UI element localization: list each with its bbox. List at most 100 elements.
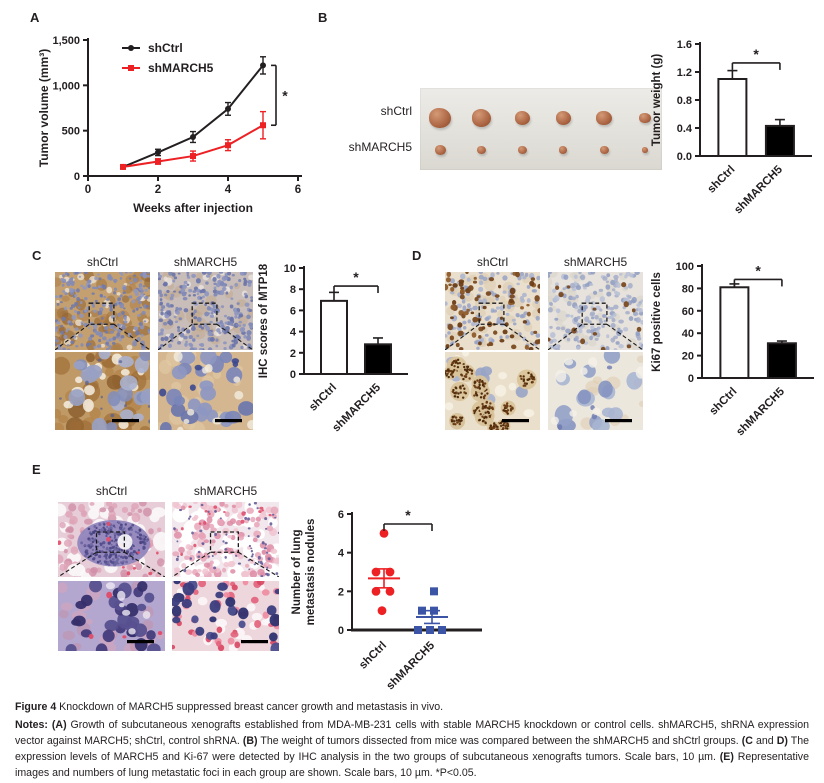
svg-text:shCtrl: shCtrl bbox=[357, 640, 389, 672]
caption-text-segment: The expression levels of MARCH5 and Ki-6… bbox=[15, 735, 810, 764]
panel-a-label: A bbox=[30, 10, 40, 25]
caption-text-segment: Knockdown of MARCH5 suppressed breast ca… bbox=[56, 701, 444, 713]
figure-caption-notes: Notes: (A) Growth of subcutaneous xenogr… bbox=[15, 717, 809, 781]
panel-a-tumor-volume-line-chart: 0 500 1,000 1,500 0 2 4 6 Weeks after injection T… bbox=[37, 35, 302, 215]
svg-text:shMARCH5: shMARCH5 bbox=[734, 385, 787, 438]
svg-text:shMARCH5: shMARCH5 bbox=[148, 61, 214, 75]
svg-text:1.2: 1.2 bbox=[677, 67, 692, 79]
panel-b-row-label-shctrl: shCtrl bbox=[380, 104, 412, 118]
svg-text:*: * bbox=[353, 269, 359, 285]
figure-caption-title: Figure 4 Knockdown of MARCH5 suppressed … bbox=[15, 699, 809, 715]
figure-caption: Figure 4 Knockdown of MARCH5 suppressed … bbox=[15, 699, 809, 781]
panel-c-shmarch5-high-mag-image bbox=[158, 352, 253, 430]
panel-d-shmarch5-low-mag-image bbox=[548, 272, 643, 350]
svg-text:2: 2 bbox=[338, 586, 344, 598]
svg-text:Tumor weight (g): Tumor weight (g) bbox=[651, 54, 663, 147]
panel-d-shctrl-low-mag-image bbox=[445, 272, 540, 350]
caption-text-segment: Representative images and numbers of lun… bbox=[15, 751, 809, 780]
svg-text:100: 100 bbox=[676, 261, 694, 273]
svg-text:shCtrl: shCtrl bbox=[708, 386, 740, 418]
caption-bold-segment: (C bbox=[741, 735, 753, 748]
svg-text:Number of lung: Number of lung bbox=[291, 530, 303, 615]
svg-text:shCtrl: shCtrl bbox=[706, 164, 738, 196]
svg-text:2: 2 bbox=[290, 348, 296, 360]
panel-d-shmarch5-high-mag-image bbox=[548, 352, 643, 430]
panel-e-shctrl-high-mag-image bbox=[58, 581, 165, 651]
panel-d-title-shctrl: shCtrl bbox=[476, 255, 509, 269]
panel-c-shmarch5-low-mag-image bbox=[158, 272, 253, 350]
panel-c-title-shmarch5: shMARCH5 bbox=[173, 255, 238, 269]
svg-text:IHC scores of MTP18: IHC scores of MTP18 bbox=[258, 263, 270, 378]
svg-text:0.4: 0.4 bbox=[677, 123, 693, 135]
panel-e-shctrl-low-mag-image bbox=[58, 502, 165, 577]
svg-text:*: * bbox=[282, 87, 288, 103]
tumor-specimen bbox=[476, 145, 486, 155]
tumor-specimen bbox=[514, 111, 530, 125]
panel-b-label: B bbox=[318, 10, 328, 25]
caption-text-segment: and bbox=[752, 735, 777, 748]
tumor-specimen bbox=[639, 112, 651, 124]
tumor-specimen bbox=[599, 145, 609, 155]
svg-text:4: 4 bbox=[290, 327, 297, 339]
svg-text:*: * bbox=[753, 46, 759, 62]
svg-text:0: 0 bbox=[74, 171, 80, 183]
svg-text:*: * bbox=[405, 507, 411, 523]
tumor-specimen bbox=[429, 108, 451, 128]
svg-text:shMARCH5: shMARCH5 bbox=[732, 163, 785, 216]
tumor-specimen bbox=[642, 147, 648, 153]
panel-d-label: D bbox=[412, 248, 422, 263]
svg-text:0: 0 bbox=[85, 184, 91, 196]
caption-bold-segment: (B) bbox=[242, 735, 258, 748]
panel-c-title-shctrl: shCtrl bbox=[86, 255, 119, 269]
svg-text:shMARCH5: shMARCH5 bbox=[384, 639, 437, 692]
caption-bold-segment: Notes: bbox=[15, 719, 48, 732]
svg-text:shCtrl: shCtrl bbox=[307, 382, 339, 414]
svg-text:2: 2 bbox=[155, 184, 161, 196]
panel-e-shmarch5-low-mag-image bbox=[172, 502, 279, 577]
panel-e-label: E bbox=[32, 462, 41, 477]
tumor-specimen bbox=[471, 109, 491, 127]
panel-c-label: C bbox=[32, 248, 42, 263]
svg-text:Ki67 positive cells: Ki67 positive cells bbox=[651, 272, 663, 372]
panel-e-title-shctrl: shCtrl bbox=[95, 484, 128, 498]
caption-text-segment: The weight of tumors dissected from mice… bbox=[257, 735, 742, 748]
svg-text:0.8: 0.8 bbox=[677, 95, 692, 107]
caption-bold-segment: Figure 4 bbox=[15, 701, 57, 713]
tumor-specimen bbox=[555, 111, 571, 125]
svg-text:8: 8 bbox=[290, 284, 296, 296]
svg-text:60: 60 bbox=[682, 306, 694, 318]
svg-text:80: 80 bbox=[682, 283, 694, 295]
svg-text:Weeks after injection: Weeks after injection bbox=[133, 201, 253, 215]
svg-text:6: 6 bbox=[290, 305, 296, 317]
svg-text:1,500: 1,500 bbox=[52, 35, 80, 47]
svg-text:*: * bbox=[755, 262, 761, 278]
svg-text:0: 0 bbox=[688, 373, 694, 385]
svg-text:0.0: 0.0 bbox=[677, 151, 692, 163]
tumor-specimen bbox=[517, 145, 527, 155]
panel-d-title-shmarch5: shMARCH5 bbox=[563, 255, 628, 269]
svg-text:500: 500 bbox=[62, 126, 80, 138]
svg-text:4: 4 bbox=[225, 184, 232, 196]
caption-bold-segment: (E) bbox=[719, 751, 734, 764]
svg-text:4: 4 bbox=[338, 548, 345, 560]
panel-b-tumor-photo bbox=[420, 88, 662, 170]
svg-text:Tumor volume (mm³): Tumor volume (mm³) bbox=[37, 49, 51, 167]
panel-c-shctrl-high-mag-image bbox=[55, 352, 150, 430]
panel-e-shmarch5-high-mag-image bbox=[172, 581, 279, 651]
panel-d-shctrl-high-mag-image bbox=[445, 352, 540, 430]
panel-e-title-shmarch5: shMARCH5 bbox=[193, 484, 258, 498]
caption-bold-segment: D) bbox=[776, 735, 788, 748]
tumor-specimen bbox=[596, 110, 612, 126]
svg-text:10: 10 bbox=[284, 263, 296, 275]
svg-text:40: 40 bbox=[682, 328, 694, 340]
tumor-specimen bbox=[559, 146, 567, 154]
svg-text:1.6: 1.6 bbox=[677, 39, 692, 51]
tumor-specimen bbox=[434, 145, 446, 155]
svg-text:20: 20 bbox=[682, 351, 694, 363]
svg-text:shMARCH5: shMARCH5 bbox=[330, 381, 383, 434]
panel-c-shctrl-low-mag-image bbox=[55, 272, 150, 350]
